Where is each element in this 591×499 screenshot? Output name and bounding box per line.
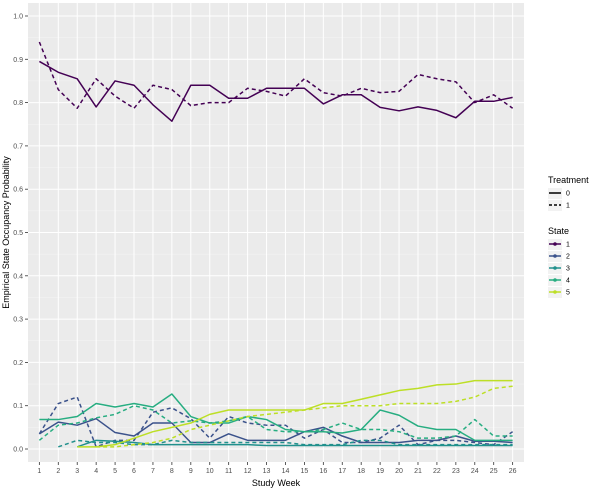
legend-treatment-label: 1 bbox=[566, 203, 570, 210]
series-line-state-5-treatment-1 bbox=[96, 385, 513, 448]
legend-state-label: 5 bbox=[566, 290, 570, 297]
series-line-state-4-treatment-0 bbox=[39, 393, 513, 442]
series-line-state-2-treatment-0 bbox=[38, 417, 513, 444]
x-tick-label: 22 bbox=[433, 468, 441, 475]
series-line-state-1-treatment-0 bbox=[38, 60, 513, 122]
legend-treatment-label: 0 bbox=[566, 191, 570, 198]
series-line-state-5-treatment-0 bbox=[77, 379, 513, 448]
legend-key-point bbox=[553, 254, 557, 258]
legend-state-label: 4 bbox=[566, 278, 570, 285]
x-tick-label: 20 bbox=[395, 468, 403, 475]
x-tick-label: 11 bbox=[225, 468, 232, 475]
x-tick-label: 3 bbox=[75, 468, 79, 475]
legend-key-point bbox=[553, 266, 557, 270]
series-lines bbox=[38, 41, 514, 448]
x-tick-label: 9 bbox=[189, 468, 193, 475]
x-tick-label: 4 bbox=[94, 468, 98, 475]
x-tick-label: 12 bbox=[244, 468, 252, 475]
legend-treatment: Treatment 0 1 bbox=[548, 175, 589, 211]
x-tick-label: 19 bbox=[376, 468, 384, 475]
legend-state-label: 3 bbox=[566, 266, 570, 273]
x-tick-label: 16 bbox=[319, 468, 327, 475]
legend-state-title: State bbox=[548, 226, 569, 236]
legend-key-point bbox=[553, 290, 557, 294]
x-tick-label: 26 bbox=[509, 468, 517, 475]
y-tick-label: 0.5 bbox=[13, 230, 23, 237]
legend-key-point bbox=[553, 278, 557, 282]
x-tick-label: 10 bbox=[206, 468, 214, 475]
x-tick-label: 18 bbox=[357, 468, 365, 475]
x-tick-label: 24 bbox=[471, 468, 479, 475]
legend-state: State 1 2 3 4 5 bbox=[548, 226, 570, 298]
x-tick-label: 14 bbox=[282, 468, 290, 475]
y-axis-title: Empirical State Occupancy Probability bbox=[1, 156, 11, 309]
y-tick-label: 0.3 bbox=[13, 317, 23, 324]
x-tick-label: 6 bbox=[132, 468, 136, 475]
legend-treatment-title: Treatment bbox=[548, 175, 589, 185]
x-tick-label: 8 bbox=[170, 468, 174, 475]
y-tick-label: 0.7 bbox=[13, 143, 23, 150]
y-tick-label: 0.8 bbox=[13, 100, 23, 107]
y-tick-label: 0.6 bbox=[13, 187, 23, 194]
x-tick-label: 21 bbox=[414, 468, 422, 475]
x-tick-label: 5 bbox=[113, 468, 117, 475]
series-line-state-4-treatment-1 bbox=[38, 404, 513, 441]
x-tick-label: 13 bbox=[263, 468, 271, 475]
legend-state-label: 1 bbox=[566, 242, 570, 249]
y-tick-label: 1.0 bbox=[13, 13, 23, 20]
x-tick-label: 1 bbox=[37, 468, 41, 475]
x-tick-label: 17 bbox=[338, 468, 346, 475]
x-tick-label: 2 bbox=[56, 468, 60, 475]
x-tick-label: 23 bbox=[452, 468, 460, 475]
x-axis-title: Study Week bbox=[252, 478, 301, 488]
y-tick-label: 0.4 bbox=[13, 273, 23, 280]
y-tick-label: 0.2 bbox=[13, 360, 23, 367]
x-tick-label: 15 bbox=[300, 468, 308, 475]
legend-key-point bbox=[553, 242, 557, 246]
y-tick-label: 0.0 bbox=[13, 447, 23, 454]
x-axis-ticks: 1 2 3 4 5 6 7 8 9 10 11 12 13 14 15 16 17 18 19 20 21 22 23 24 2… bbox=[37, 462, 517, 475]
grid bbox=[28, 3, 524, 462]
y-axis-ticks: 0.0 0.1 0.2 0.3 0.4 0.5 0.6 0.7 0.8 0.9 1.0 bbox=[13, 13, 28, 454]
x-tick-label: 7 bbox=[151, 468, 155, 475]
legend-state-label: 2 bbox=[566, 254, 570, 261]
y-tick-label: 0.1 bbox=[13, 403, 23, 410]
x-tick-label: 25 bbox=[490, 468, 498, 475]
y-tick-label: 0.9 bbox=[13, 57, 23, 64]
series-line-state-1-treatment-1 bbox=[38, 41, 514, 109]
